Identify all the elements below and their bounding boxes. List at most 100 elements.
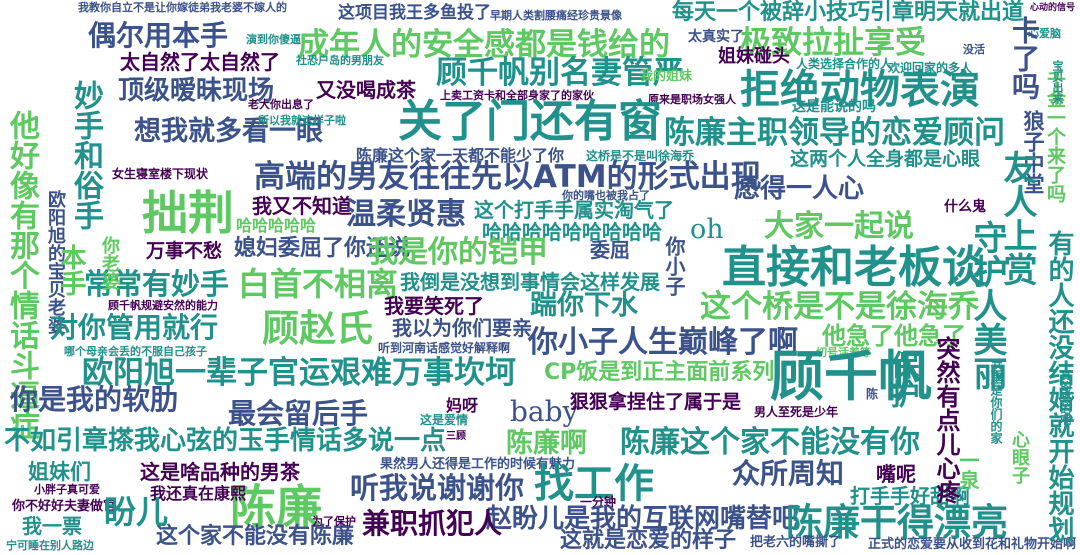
word-w41: 狼子中堂	[1021, 110, 1045, 194]
word-w81: baby	[510, 395, 579, 428]
word-w113: 宝贝出来	[1051, 60, 1064, 104]
word-w52: oh	[690, 214, 724, 245]
word-w123: 心眼子	[1009, 430, 1030, 484]
word-w73: 哪个母亲会丢的不服自己孩子	[64, 345, 207, 358]
word-w14: 社恐户岛的男朋友	[296, 54, 384, 67]
word-w07: 演到你傻逼	[246, 33, 301, 46]
word-w56: 我是你的铠甲	[368, 235, 548, 270]
word-w85: 妈呀	[446, 396, 479, 415]
word-w93: 众所周知	[732, 457, 845, 490]
word-w110: 把老六的嘴撕了	[750, 535, 842, 550]
word-w45: 温柔贤惠	[346, 197, 466, 232]
word-w61: 白首不相离	[238, 265, 399, 303]
word-w23: 拒绝动物表演	[740, 67, 980, 113]
word-w44: 我又不知道	[252, 194, 352, 218]
word-w95: 陈廉	[230, 480, 322, 534]
word-w74: 听到河南话感觉好解释啊	[378, 341, 511, 355]
word-w75: 切号活着等	[816, 346, 871, 359]
word-w60: 常常有妙手	[84, 267, 230, 301]
word-w47: 你的嘴也被我占了	[562, 189, 650, 202]
word-w22: 我的姐妹	[640, 69, 693, 84]
word-w37: 欧阳旭的宝贝老婆	[45, 190, 66, 334]
word-w106: 我一票	[22, 514, 82, 538]
word-w21: 又没喝成茶	[316, 78, 416, 102]
word-w05: 心动的信号	[1030, 3, 1076, 13]
word-w32: 他好像有那个情话斗逼症	[4, 110, 39, 440]
word-w120: 保护	[886, 350, 920, 408]
word-w35: 这桥是不是叫徐海乔	[586, 149, 695, 163]
word-w09: 太真实了	[688, 29, 744, 45]
word-w28: 想我就多看一眼	[134, 116, 323, 147]
word-w66: 对你管用就行	[50, 311, 219, 344]
word-w36: 这两个人全身都是心眼	[790, 148, 981, 170]
word-w80: 最会留后手	[228, 397, 369, 430]
word-w39: 高端的男友往往先以ATM的形式出现	[254, 159, 762, 195]
word-w33: 所以我就这样子啦	[258, 114, 346, 127]
word-w30: 陈廉主职领导的恋爱顾问	[664, 115, 1005, 151]
word-w10: 极致拉扯享受	[740, 25, 926, 61]
word-w54: 万事不愁	[146, 240, 223, 262]
word-w50: 哈哈哈哈哈	[236, 216, 317, 235]
word-w43: 拙荆	[142, 186, 234, 240]
word-w90: 姐妹们	[28, 460, 91, 484]
word-w116: 宁可睡在别人路边	[6, 539, 94, 552]
word-w109: 这就是恋爱的样子	[560, 528, 737, 553]
word-w18: 欢迎回家的多人	[888, 61, 973, 75]
word-w107: 盼儿	[104, 493, 169, 531]
word-w04: 每天一个被辞小技巧引章明天就出道	[672, 0, 1025, 25]
word-w84: 陈	[866, 387, 879, 401]
word-w24: 上卖工资卡和全部身家了的家伙	[440, 89, 594, 102]
word-w89: 陈廉这个家不能没有你	[620, 425, 920, 460]
word-w79: 你是我的软肋	[10, 383, 179, 416]
word-w51: 哈哈哈哈哈哈哈哈哈	[482, 220, 662, 244]
word-w114: 突然有点儿心疼	[932, 336, 960, 504]
word-w83: 男人至死是少年	[754, 405, 839, 419]
word-w19: 卡了吗	[1008, 16, 1041, 100]
word-w31: 千金一个来了吗	[1044, 70, 1066, 203]
word-w100: 一分钟	[580, 495, 617, 509]
word-w20: 顶级暧昧现场	[118, 76, 275, 106]
word-w38: 妙手和俗手	[68, 80, 103, 230]
word-w87: 不如引章搽我心弦的玉手情话多说一点	[4, 426, 447, 456]
word-w117: 这里是你们的家	[989, 360, 1003, 444]
word-w115: 为了保护	[312, 515, 356, 528]
word-w55: 媳妇委屈了你还说	[234, 236, 411, 261]
word-w118: 真的来的啊	[1059, 370, 1072, 425]
word-w96: 听我说谢谢你	[350, 471, 525, 505]
word-w06: 偶尔用本手	[88, 19, 229, 52]
word-w26: 原来是职场女强人	[648, 93, 736, 106]
word-w77: CP饭是到正主面前系列	[544, 360, 775, 385]
word-w92: 果然男人还得是工作的时候有魅力	[380, 457, 576, 472]
word-w08: 成年人的安全感都是钱给的	[298, 27, 670, 63]
word-w29: 关了门还有窗	[398, 96, 662, 147]
word-w15: 顾千帆别名妻管严	[436, 55, 684, 91]
word-w16: 姐妹碰头	[718, 46, 790, 67]
word-w121: 你老婆	[99, 236, 120, 290]
word-w104: 赵盼儿是我的互联网嘴替吧	[486, 504, 799, 534]
word-w103: 这个家不能没有陈廉	[156, 524, 355, 549]
word-w49: 友人上赏	[997, 150, 1037, 286]
word-w42: 女生寝室楼下现状	[112, 167, 209, 181]
word-w67: 顾赵氏	[262, 307, 373, 350]
word-w98: 打手手好甜啊	[850, 484, 970, 508]
word-w25: 老大你出息了	[248, 98, 314, 111]
word-w17: 人类选择合作的人	[796, 57, 893, 71]
word-w57: 委屈	[590, 238, 630, 262]
word-w82: 狠狠拿捏住了属于是	[570, 391, 742, 413]
word-w108: 兼职抓犯人	[362, 507, 503, 540]
word-w13: 太自然了太自然了	[120, 50, 280, 74]
word-w68: 我要笑死了	[384, 294, 484, 318]
word-w34: 陈廉这个家一天都不能少了你	[356, 146, 565, 165]
word-w71: 他急了他急了	[822, 322, 966, 350]
word-w119: 本手	[56, 244, 86, 296]
word-w40: 愿得一人心	[734, 174, 865, 204]
word-w112: 有的人还没结婚就开始规划	[1044, 230, 1074, 542]
word-w122: 一泉	[956, 450, 980, 490]
word-w111: 正式的恋爱要从收到花和礼物开始啊	[868, 537, 1077, 552]
word-w59: 守护人美丽	[967, 220, 1007, 390]
word-w27: 这是能说的吗	[792, 99, 876, 115]
word-w65: 这个桥是不是徐海乔	[700, 289, 979, 325]
word-w101: 你不好好夫妻做官	[12, 499, 117, 514]
word-w02: 这项目我王多鱼投了	[338, 3, 491, 23]
